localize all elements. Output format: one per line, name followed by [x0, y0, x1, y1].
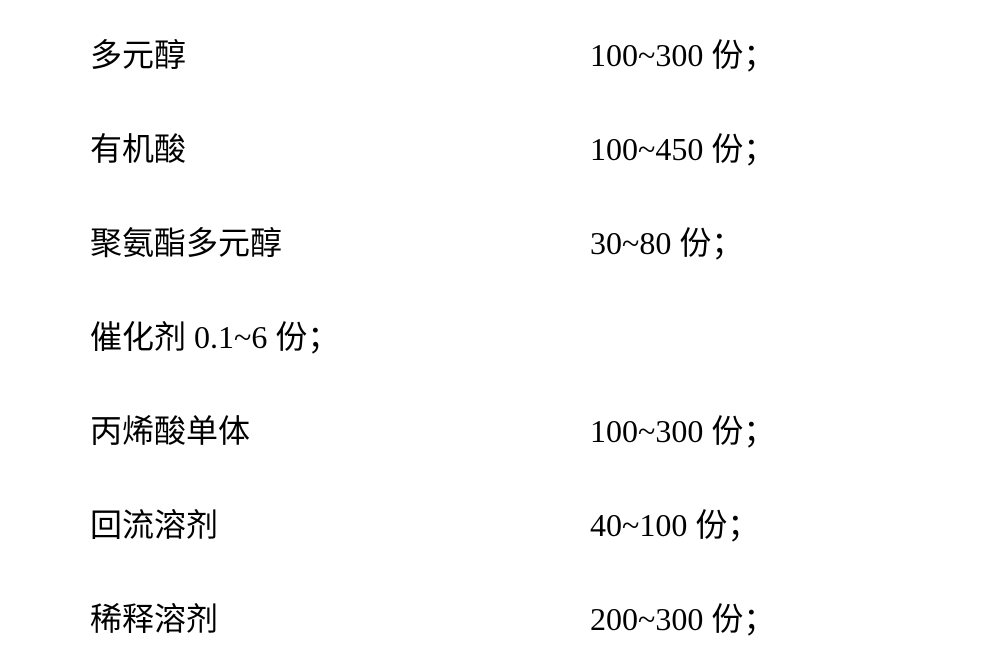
ingredient-value: 100~300 份； — [590, 30, 775, 76]
ingredient-row: 多元醇 100~300 份； — [90, 30, 910, 76]
ingredient-value: 100~450 份； — [590, 124, 775, 170]
ingredient-value: 30~80 份； — [590, 218, 743, 264]
ingredient-label: 稀释溶剂 — [90, 594, 300, 640]
ingredient-row: 聚氨酯多元醇 30~80 份； — [90, 218, 910, 264]
ingredient-text: 催化剂 0.1~6 份； — [90, 319, 339, 355]
ingredient-value: 40~100 份； — [590, 500, 759, 546]
ingredient-label: 有机酸 — [90, 124, 300, 170]
ingredients-table: 多元醇 100~300 份； 有机酸 100~450 份； 聚氨酯多元醇 30~… — [90, 30, 910, 640]
ingredient-label: 丙烯酸单体 — [90, 406, 300, 452]
ingredient-label: 聚氨酯多元醇 — [90, 218, 300, 264]
ingredient-row: 丙烯酸单体 100~300 份； — [90, 406, 910, 452]
ingredient-row: 有机酸 100~450 份； — [90, 124, 910, 170]
ingredient-value: 200~300 份； — [590, 594, 775, 640]
ingredient-value: 100~300 份； — [590, 406, 775, 452]
ingredient-label: 回流溶剂 — [90, 500, 300, 546]
ingredient-row-inline: 催化剂 0.1~6 份； — [90, 312, 910, 358]
ingredient-row: 回流溶剂 40~100 份； — [90, 500, 910, 546]
ingredient-label: 多元醇 — [90, 30, 300, 76]
ingredient-row: 稀释溶剂 200~300 份； — [90, 594, 910, 640]
